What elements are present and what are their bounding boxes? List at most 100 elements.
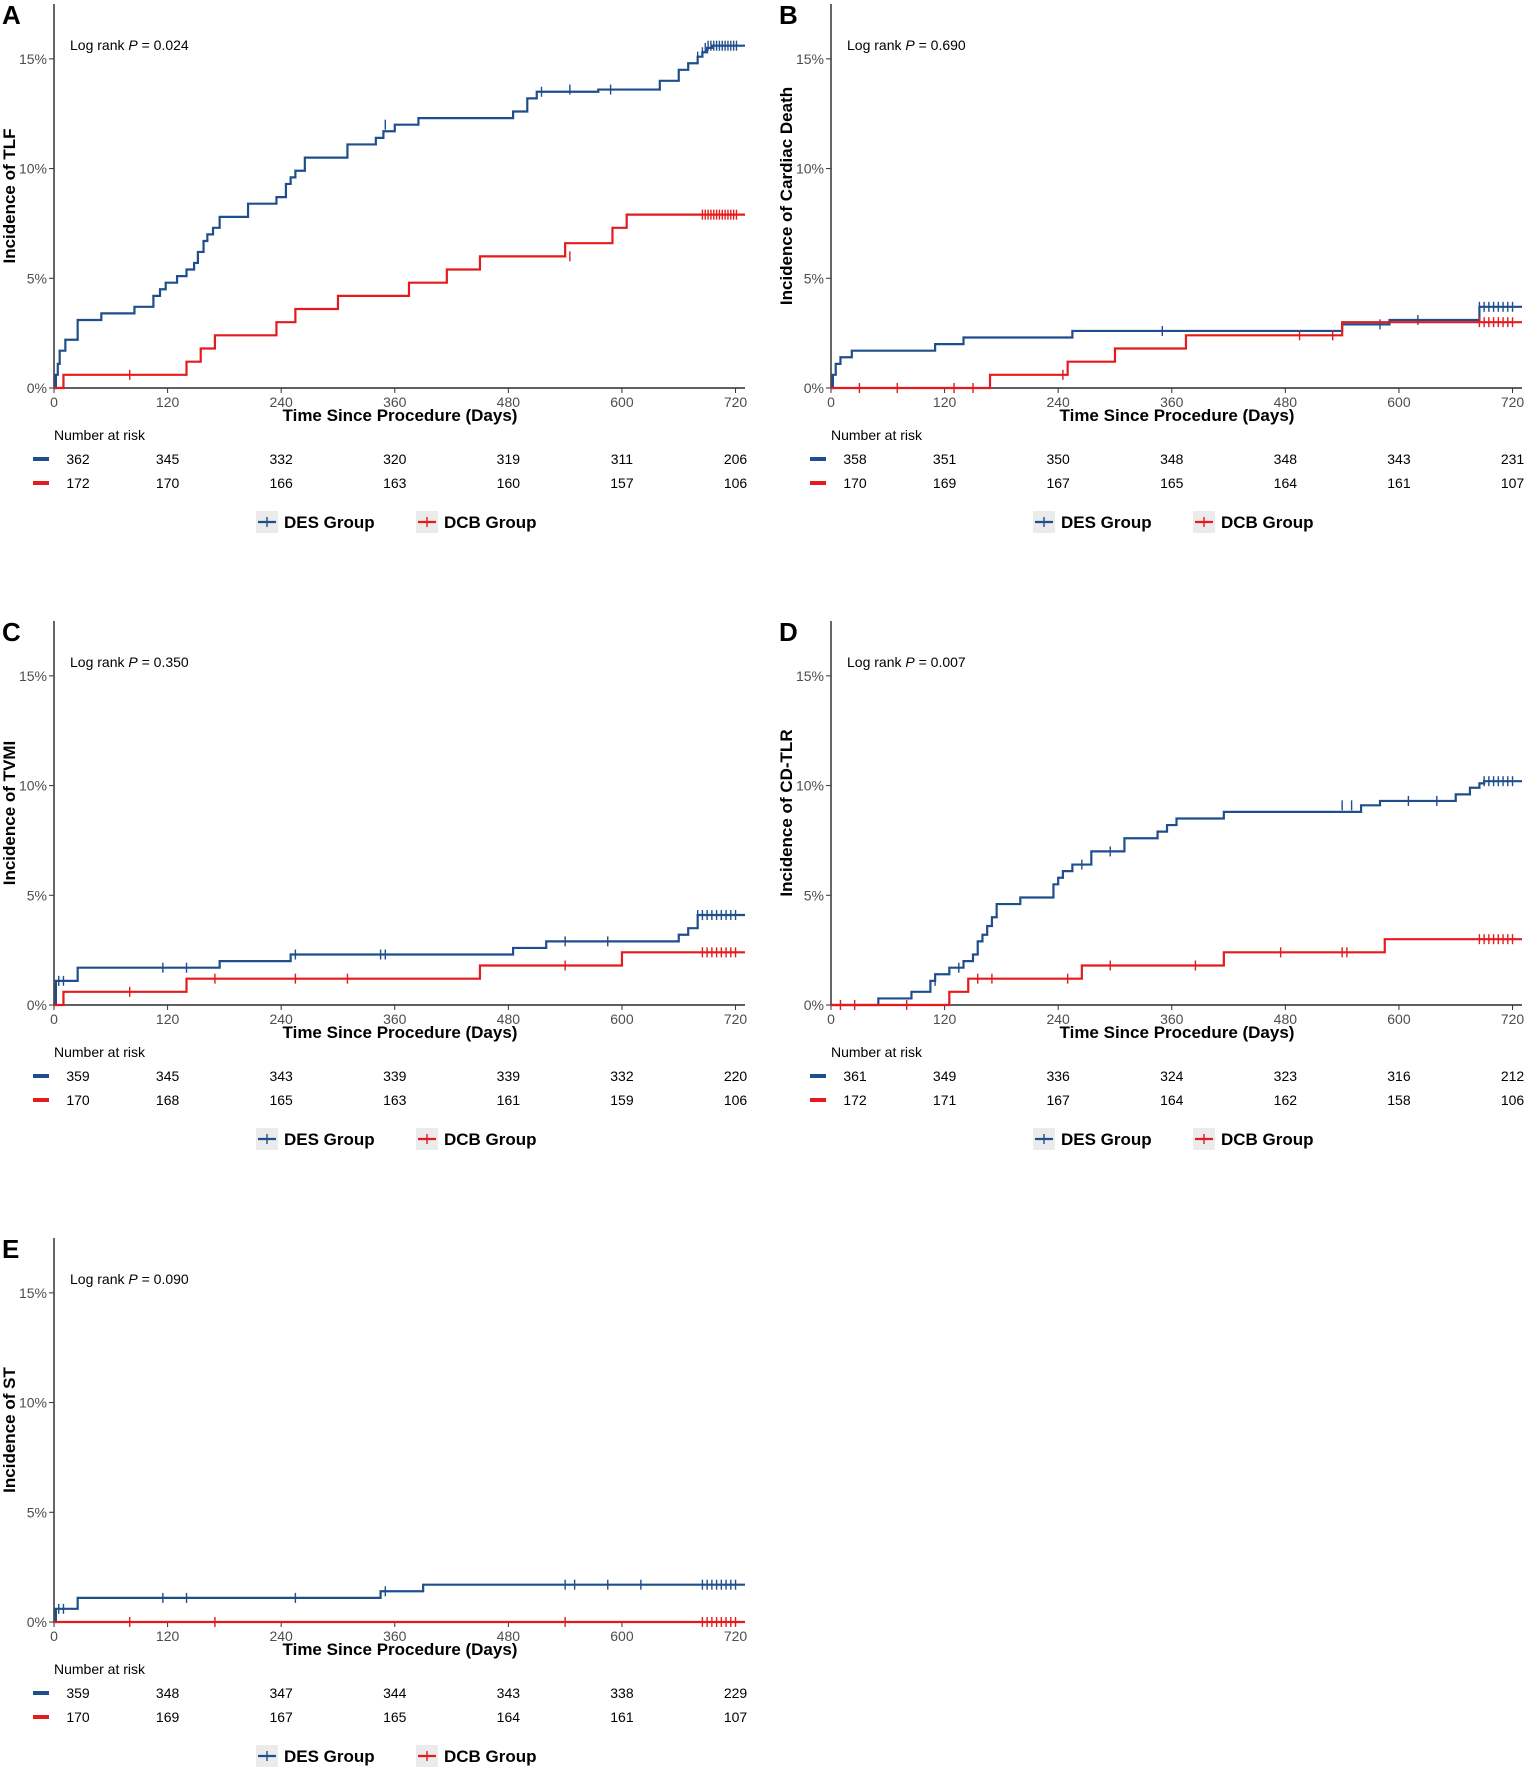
legend-item-des: DES Group xyxy=(256,1745,375,1767)
risk-row-des-key xyxy=(33,1691,49,1695)
risk-count: 170 xyxy=(66,1092,90,1108)
risk-count: 332 xyxy=(269,451,293,467)
risk-table-title: Number at risk xyxy=(831,427,923,443)
risk-count: 163 xyxy=(383,475,407,491)
risk-count: 161 xyxy=(610,1709,634,1725)
x-tick-label: 480 xyxy=(497,394,521,410)
series-dcb xyxy=(831,317,1522,393)
legend-item-dcb: DCB Group xyxy=(1193,1128,1314,1150)
risk-count: 348 xyxy=(1274,451,1298,467)
risk-count: 316 xyxy=(1387,1068,1411,1084)
log-rank-p-symbol: P xyxy=(905,654,915,670)
panel-letter: D xyxy=(779,617,798,647)
risk-row-dcb-key xyxy=(33,1098,49,1102)
legend-item-dcb: DCB Group xyxy=(416,1128,537,1150)
y-tick-label: 5% xyxy=(804,887,824,903)
risk-count: 319 xyxy=(497,451,521,467)
risk-count: 161 xyxy=(1387,475,1411,491)
x-tick-label: 360 xyxy=(1160,1011,1184,1027)
risk-count: 168 xyxy=(156,1092,180,1108)
log-rank-prefix: Log rank xyxy=(70,1271,128,1287)
y-tick-label: 15% xyxy=(19,1285,47,1301)
x-tick-label: 720 xyxy=(724,1628,748,1644)
risk-count: 358 xyxy=(843,451,867,467)
y-tick-label: 0% xyxy=(27,1614,47,1630)
km-step-line xyxy=(54,44,745,390)
risk-count: 343 xyxy=(1387,451,1411,467)
risk-count: 166 xyxy=(269,475,293,491)
legend-label: DCB Group xyxy=(1221,513,1314,532)
x-tick-label: 480 xyxy=(497,1011,521,1027)
y-tick-label: 0% xyxy=(804,380,824,396)
risk-row-des-key xyxy=(33,1074,49,1078)
x-tick-label: 0 xyxy=(50,1628,58,1644)
x-tick-label: 120 xyxy=(933,1011,957,1027)
series-des xyxy=(831,776,1522,1007)
x-tick-label: 120 xyxy=(933,394,957,410)
x-tick-label: 120 xyxy=(156,1011,180,1027)
panel-b: B 0% 5% 10% 15% 0 120 240 360 480 600 720 Time Since… xyxy=(777,0,1524,533)
risk-count: 165 xyxy=(383,1709,407,1725)
risk-count: 106 xyxy=(724,1092,748,1108)
risk-count: 159 xyxy=(610,1092,634,1108)
risk-count: 170 xyxy=(66,1709,90,1725)
risk-count: 106 xyxy=(724,475,748,491)
risk-count: 339 xyxy=(497,1068,521,1084)
risk-row-dcb-key xyxy=(33,1715,49,1719)
x-tick-label: 360 xyxy=(1160,394,1184,410)
risk-count: 157 xyxy=(610,475,634,491)
x-tick-label: 600 xyxy=(1387,1011,1411,1027)
legend-item-des: DES Group xyxy=(256,511,375,533)
panel-letter: E xyxy=(2,1234,19,1264)
y-tick-label: 10% xyxy=(19,778,47,794)
series-dcb xyxy=(54,947,745,1007)
risk-count: 161 xyxy=(497,1092,521,1108)
risk-count: 169 xyxy=(156,1709,180,1725)
risk-count: 164 xyxy=(1160,1092,1184,1108)
x-tick-label: 480 xyxy=(1274,394,1298,410)
risk-count: 167 xyxy=(1046,1092,1070,1108)
risk-count: 212 xyxy=(1501,1068,1524,1084)
x-axis-title: Time Since Procedure (Days) xyxy=(283,1640,518,1659)
risk-table-title: Number at risk xyxy=(54,1044,146,1060)
risk-count: 351 xyxy=(933,451,957,467)
panel-a: A 0% 5% 10% 15% 0 120 240 360 480 600 720 Time Since… xyxy=(0,0,747,533)
km-step-line xyxy=(54,1583,745,1624)
risk-count: 323 xyxy=(1274,1068,1298,1084)
x-tick-label: 120 xyxy=(156,1628,180,1644)
x-tick-label: 600 xyxy=(610,1011,634,1027)
legend-label: DES Group xyxy=(284,1747,375,1766)
y-tick-label: 10% xyxy=(19,1395,47,1411)
risk-count: 311 xyxy=(611,451,634,467)
risk-count: 349 xyxy=(933,1068,957,1084)
log-rank-annotation: Log rank P = 0.007 xyxy=(847,654,966,670)
panel-d: D 0% 5% 10% 15% 0 120 240 360 480 600 720 Time Since… xyxy=(777,617,1524,1150)
panel-letter: C xyxy=(2,617,21,647)
log-rank-annotation: Log rank P = 0.024 xyxy=(70,37,189,53)
risk-count: 107 xyxy=(724,1709,748,1725)
x-axis-title: Time Since Procedure (Days) xyxy=(1060,1023,1295,1042)
x-tick-label: 360 xyxy=(383,1011,407,1027)
x-tick-label: 360 xyxy=(383,394,407,410)
km-step-line xyxy=(54,913,745,1007)
risk-row-dcb-key xyxy=(810,481,826,485)
risk-count: 158 xyxy=(1387,1092,1411,1108)
risk-count: 324 xyxy=(1160,1068,1184,1084)
x-tick-label: 720 xyxy=(724,394,748,410)
risk-count: 162 xyxy=(1274,1092,1298,1108)
legend-label: DES Group xyxy=(284,1130,375,1149)
x-tick-label: 480 xyxy=(497,1628,521,1644)
y-tick-label: 15% xyxy=(19,51,47,67)
risk-count: 220 xyxy=(724,1068,748,1084)
legend-label: DES Group xyxy=(284,513,375,532)
risk-count: 170 xyxy=(156,475,180,491)
y-axis-title: Incidence of Cardiac Death xyxy=(777,87,796,305)
legend-label: DCB Group xyxy=(444,1747,537,1766)
risk-count: 339 xyxy=(383,1068,407,1084)
risk-count: 361 xyxy=(843,1068,867,1084)
risk-count: 332 xyxy=(610,1068,634,1084)
km-step-line xyxy=(831,780,1522,1007)
x-tick-label: 240 xyxy=(269,1011,293,1027)
y-tick-label: 0% xyxy=(804,997,824,1013)
